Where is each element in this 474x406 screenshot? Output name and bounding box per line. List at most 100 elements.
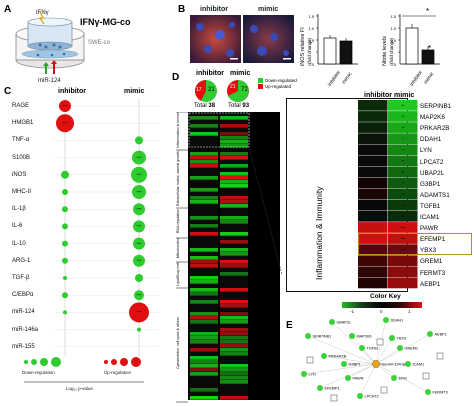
network-square-node xyxy=(380,386,388,394)
network-gene-node xyxy=(359,345,365,351)
dot-down xyxy=(137,327,141,332)
heatmap-cell xyxy=(190,188,218,192)
zoom-gene-label: FERMT3 xyxy=(420,269,446,277)
svg-text:***: *** xyxy=(137,293,142,298)
highlight-box xyxy=(358,233,472,255)
zoom-title: Inflammation & Immunity xyxy=(314,186,324,280)
panel-c-legend xyxy=(24,357,144,383)
svg-text:1.0: 1.0 xyxy=(390,26,396,31)
svg-text:*: * xyxy=(402,136,404,141)
heatmap-cell xyxy=(190,244,218,248)
heatmap-cell xyxy=(190,152,218,156)
heatmap-cell xyxy=(190,260,218,264)
colorkey-bar xyxy=(342,302,422,308)
heatmap-cell xyxy=(220,160,248,164)
heatmap-cell xyxy=(190,168,218,172)
heatmap-cell xyxy=(190,340,218,344)
heatmap-cell xyxy=(220,296,248,300)
heatmap-cell xyxy=(220,392,248,396)
dot-down xyxy=(62,240,68,247)
zoom-gene-label: PAWR xyxy=(420,225,439,233)
zoom-heatmap-cell xyxy=(388,177,418,189)
dot-down xyxy=(62,292,68,299)
panel-b-charts: 1.5 1.0 0.5 0.0 1.5 1.0 0.5 0.0 xyxy=(308,14,440,67)
heatmap-cell xyxy=(190,136,218,140)
gene-label: MHC-II xyxy=(12,189,31,195)
dot-down xyxy=(62,189,68,195)
heatmap-cell xyxy=(220,328,248,332)
heatmap-cell xyxy=(220,148,248,152)
panel-c-gene-labels: RAGE HMGB1 TNF-α S100B iNOS MHC-II IL-1β IL-6 IL… xyxy=(12,99,72,359)
heatmap-cell xyxy=(220,280,248,284)
heatmap-cell xyxy=(220,348,248,352)
heatmap-cell xyxy=(220,164,248,168)
img-inhibitor-label: inhibitor xyxy=(200,6,228,13)
zoom-heatmap-cell xyxy=(388,111,418,122)
heatmap-cell xyxy=(190,224,218,228)
heatmap-cell xyxy=(190,368,218,372)
heatmap-cell xyxy=(220,264,248,268)
inos-x-inhibitor: inhibitor xyxy=(327,69,342,88)
heatmap-cell xyxy=(190,356,218,360)
network-node-label: EFM xyxy=(399,377,407,381)
network-square-node xyxy=(330,394,338,402)
heatmap-cell xyxy=(190,124,218,128)
heatmap-cell xyxy=(190,276,218,280)
inh-down-count: 21 xyxy=(208,87,215,93)
heatmap-cell xyxy=(220,168,248,172)
inh-up-count: 17 xyxy=(196,87,202,93)
heatmap-cell xyxy=(190,320,218,324)
network-node-label: ICAM1 xyxy=(413,363,425,367)
inos-ylabel: iNOS relative FI xyxy=(300,27,306,66)
heatmap-cell xyxy=(190,272,218,276)
heatmap-cell xyxy=(190,220,218,224)
gene-label: RAGE xyxy=(12,103,30,109)
mim-down-count: 72 xyxy=(241,87,248,93)
svg-text:**: ** xyxy=(401,125,405,130)
gene-label: miR-124 xyxy=(12,309,35,316)
heatmap-cell xyxy=(220,344,248,348)
zoom-heatmap-cell xyxy=(388,211,418,222)
svg-text:***: *** xyxy=(137,241,142,246)
zoom-heatmap-cell xyxy=(388,133,418,144)
zoom-gene-label: PRKAR2B xyxy=(420,125,450,133)
panel-c-axis-label: Log₁₀ p-value xyxy=(66,386,93,391)
colorkey-tick-zero: 0 xyxy=(380,309,383,314)
section-label: Mitochondria xyxy=(176,238,180,259)
zoom-gene-label: LPCAT2 xyxy=(420,158,444,166)
panel-a-title: IFNγ-MG-co xyxy=(80,17,131,27)
heatmap-cell xyxy=(220,244,248,248)
heatmap-cell xyxy=(190,112,218,116)
network-gene-node xyxy=(329,319,335,325)
heatmap-cell xyxy=(220,340,248,344)
heatmap-cell xyxy=(220,236,248,240)
heatmap-cell xyxy=(190,280,218,284)
heatmap-cell xyxy=(220,380,248,384)
heatmap-cell xyxy=(220,332,248,336)
mir-label: miR-124 xyxy=(38,78,61,84)
heatmap-cell xyxy=(220,272,248,276)
heatmap-cell xyxy=(220,364,248,368)
heatmap-cell xyxy=(220,116,248,120)
total-label-inh: Total xyxy=(194,103,207,109)
zoom-gene-label: SERPINB1 xyxy=(420,103,452,110)
svg-text:***: *** xyxy=(63,103,68,108)
zoom-heatmap-cell xyxy=(358,111,388,122)
section-label: Lipid/Drug metabolism xyxy=(176,262,180,286)
heatmap-cell xyxy=(220,188,248,192)
panel-b-label: B xyxy=(178,4,186,15)
heatmap-cell xyxy=(220,248,248,252)
heatmap-cell xyxy=(220,220,248,224)
heatmap-cell xyxy=(220,208,248,212)
heatmap-cell xyxy=(220,180,248,184)
gene-label: iNOS xyxy=(12,171,27,178)
zoom-heatmap-cell xyxy=(358,133,388,144)
heatmap-cell xyxy=(190,148,218,152)
svg-text:***: *** xyxy=(63,121,68,126)
heatmap-cell xyxy=(190,352,218,356)
heatmap-cell xyxy=(220,172,248,176)
dot-down xyxy=(63,310,67,315)
heatmap-cell xyxy=(190,132,218,136)
heatmap-cell xyxy=(190,316,218,320)
network-gene-node xyxy=(357,393,363,399)
